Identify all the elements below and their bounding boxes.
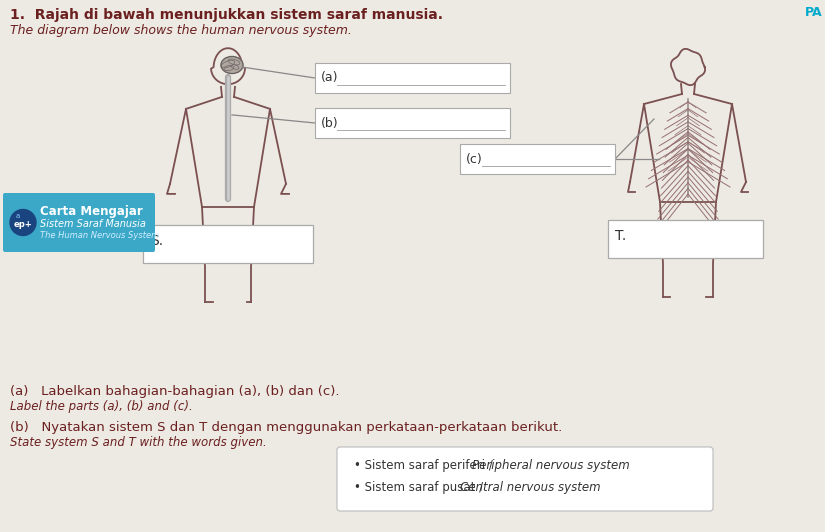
Text: PA: PA bbox=[804, 6, 822, 19]
Ellipse shape bbox=[221, 56, 243, 73]
Text: (b): (b) bbox=[321, 117, 338, 129]
Text: The Human Nervous System: The Human Nervous System bbox=[40, 231, 159, 240]
Text: ep+: ep+ bbox=[14, 220, 32, 229]
Text: Sistem Saraf Manusia: Sistem Saraf Manusia bbox=[40, 219, 146, 229]
Text: • Sistem saraf pusat /: • Sistem saraf pusat / bbox=[354, 481, 487, 495]
FancyBboxPatch shape bbox=[315, 63, 510, 93]
FancyBboxPatch shape bbox=[143, 225, 313, 263]
Text: S.: S. bbox=[150, 234, 163, 248]
Text: • Sistem saraf periferi /: • Sistem saraf periferi / bbox=[354, 459, 497, 471]
Text: (b)   Nyatakan sistem S dan T dengan menggunakan perkataan-perkataan berikut.: (b) Nyatakan sistem S dan T dengan mengg… bbox=[10, 421, 563, 434]
FancyBboxPatch shape bbox=[608, 220, 763, 258]
Text: (a): (a) bbox=[321, 71, 338, 85]
FancyBboxPatch shape bbox=[315, 108, 510, 138]
Text: T.: T. bbox=[615, 229, 626, 243]
Text: (c): (c) bbox=[466, 153, 483, 165]
Text: Label the parts (a), (b) and (c).: Label the parts (a), (b) and (c). bbox=[10, 400, 193, 413]
Text: (a)   Labelkan bahagian-bahagian (a), (b) dan (c).: (a) Labelkan bahagian-bahagian (a), (b) … bbox=[10, 385, 340, 398]
Text: State system S and T with the words given.: State system S and T with the words give… bbox=[10, 436, 266, 449]
FancyBboxPatch shape bbox=[3, 193, 155, 252]
FancyBboxPatch shape bbox=[337, 447, 713, 511]
Circle shape bbox=[10, 210, 36, 236]
Text: Carta Mengajar: Carta Mengajar bbox=[40, 205, 143, 218]
Text: The diagram below shows the human nervous system.: The diagram below shows the human nervou… bbox=[10, 24, 352, 37]
Text: a: a bbox=[16, 213, 20, 220]
Text: 1.  Rajah di bawah menunjukkan sistem saraf manusia.: 1. Rajah di bawah menunjukkan sistem sar… bbox=[10, 8, 443, 22]
FancyBboxPatch shape bbox=[460, 144, 615, 174]
Text: Peripheral nervous system: Peripheral nervous system bbox=[472, 459, 629, 471]
Text: Central nervous system: Central nervous system bbox=[460, 481, 601, 495]
